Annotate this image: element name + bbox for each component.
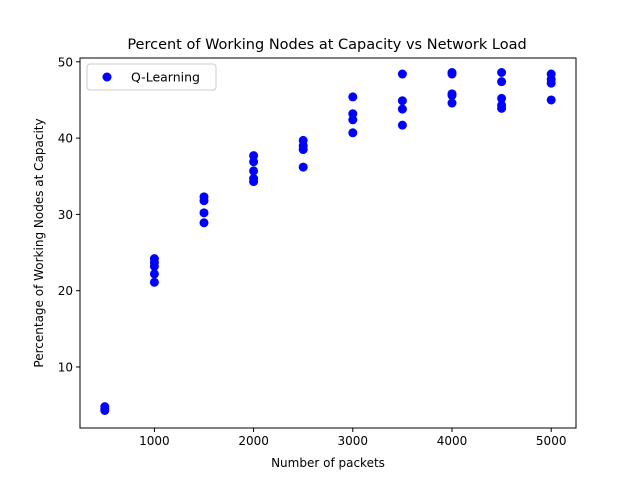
data-points [100,67,556,415]
data-point [497,67,507,77]
data-point [149,269,159,279]
data-point [397,104,407,114]
data-point [397,69,407,79]
data-point [447,67,457,77]
x-tick-label: 3000 [338,434,369,448]
data-point [447,98,457,108]
data-point [546,69,556,79]
data-point [199,218,209,228]
legend: Q-Learning [86,63,217,91]
data-point [149,277,159,287]
x-tick-label: 4000 [437,434,468,448]
y-axis-label: Percentage of Working Nodes at Capacity [32,118,46,367]
legend-box [86,63,217,91]
y-tick-label: 50 [58,55,73,69]
data-point [397,96,407,106]
chart-title: Percent of Working Nodes at Capacity vs … [127,37,526,53]
data-point [149,254,159,264]
data-point [249,151,259,161]
legend-marker [102,72,112,82]
data-point [497,93,507,103]
x-axis-ticks: 1000 2000 3000 4000 5000 [139,428,566,448]
data-point [298,162,308,172]
x-axis-label: Number of packets [271,456,385,470]
y-tick-label: 40 [58,132,73,146]
plot-frame [79,57,577,429]
y-tick-label: 10 [58,360,73,374]
data-point [249,174,259,184]
data-point [199,192,209,202]
y-axis-ticks: 10 20 30 40 50 [58,55,80,374]
data-point [348,128,358,138]
y-tick-label: 20 [58,284,73,298]
data-point [397,120,407,130]
data-point [348,109,358,119]
data-point [100,402,110,412]
data-point [447,89,457,99]
data-point [199,208,209,218]
x-tick-label: 5000 [536,434,567,448]
x-tick-label: 2000 [238,434,269,448]
legend-label: Q-Learning [131,70,200,85]
data-point [497,77,507,87]
data-point [546,95,556,105]
data-point [298,135,308,145]
y-tick-label: 30 [58,208,73,222]
x-tick-label: 1000 [139,434,170,448]
data-point [497,100,507,110]
data-point [348,92,358,102]
data-point [249,166,259,176]
